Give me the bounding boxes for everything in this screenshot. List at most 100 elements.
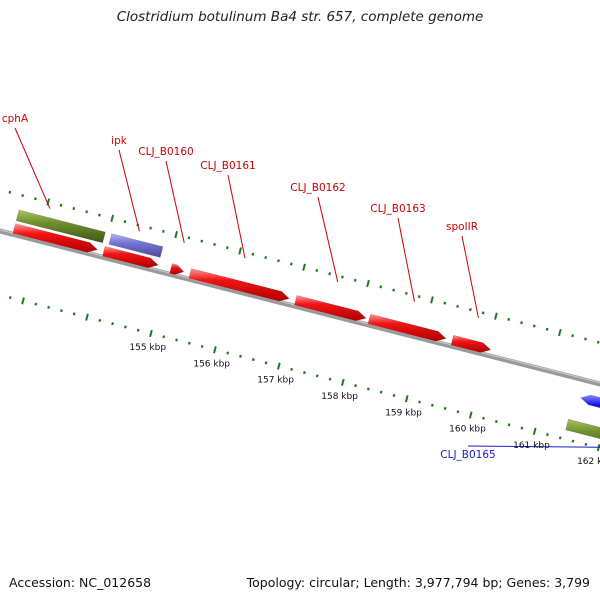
genome-summary-text: Topology: circular; Length: 3,977,794 bp…: [246, 575, 590, 590]
upper-minor-tick: [72, 207, 76, 211]
lower-minor-tick: [456, 410, 460, 414]
upper-major-tick: [238, 247, 242, 255]
upper-minor-tick: [532, 324, 536, 328]
upper-minor-tick: [456, 304, 459, 308]
lower-major-tick: [85, 313, 89, 321]
upper-minor-tick: [251, 252, 255, 256]
gene-label-leader-7: [461, 235, 479, 319]
upper-minor-tick: [264, 255, 268, 260]
lower-minor-tick: [418, 400, 421, 404]
lower-minor-tick: [200, 344, 204, 349]
upper-major-tick: [558, 328, 562, 337]
upper-minor-tick: [85, 210, 89, 214]
upper-minor-tick: [289, 262, 293, 266]
lower-minor-tick: [367, 387, 370, 391]
gene-arrow-g3: [169, 263, 185, 275]
upper-minor-tick: [98, 213, 101, 217]
gene-label-2: ipk: [111, 135, 128, 147]
upper-minor-tick: [417, 295, 421, 299]
gene-label-leader-1: [14, 127, 51, 209]
lower-minor-tick: [136, 328, 140, 332]
lower-minor-tick: [571, 439, 575, 443]
lower-minor-tick: [175, 338, 178, 342]
upper-minor-tick: [520, 321, 523, 325]
lower-minor-tick: [34, 302, 38, 306]
gene-arrow-g5: [294, 295, 367, 322]
gene-arrow-g2: [102, 246, 159, 269]
feature-f3: [565, 418, 600, 439]
lower-major-tick: [340, 378, 345, 387]
upper-minor-tick: [328, 272, 332, 276]
gene-label-leader-6: [397, 217, 415, 302]
gene-label-leader-2: [118, 149, 140, 232]
upper-major-tick: [110, 214, 115, 222]
lower-minor-tick: [60, 309, 63, 313]
scale-labels: 155 kbp 156 kbp 157 kbp 158 kbp 159 kbp 160 k…: [129, 343, 600, 467]
lower-tick-track: [8, 296, 600, 452]
map-title: Clostridium botulinum Ba4 str. 657, comp…: [116, 9, 484, 25]
lower-minor-tick: [482, 416, 485, 420]
lower-minor-tick: [494, 420, 498, 424]
upper-minor-tick: [571, 334, 575, 338]
scale-label-156: 156 kbp: [193, 359, 230, 369]
lower-minor-tick: [430, 403, 434, 407]
scale-label-160: 160 kbp: [449, 425, 486, 435]
gene-label-3: CLJ_B0160: [138, 146, 193, 158]
scale-label-155: 155 kbp: [129, 343, 166, 353]
scale-label-157: 157 kbp: [257, 376, 294, 386]
gene-label-leader-4: [227, 174, 246, 259]
upper-minor-tick: [161, 229, 165, 233]
upper-minor-tick: [277, 259, 280, 263]
upper-minor-tick: [507, 317, 511, 321]
upper-minor-tick: [353, 278, 357, 282]
lower-minor-tick: [379, 390, 383, 394]
gene-arrow-g8: [580, 394, 600, 409]
upper-minor-tick: [392, 288, 395, 292]
feature-f1: [15, 209, 106, 244]
gene-label-6: CLJ_B0163: [370, 203, 425, 215]
upper-major-tick: [302, 263, 306, 271]
lower-major-tick: [468, 411, 473, 419]
lower-minor-tick: [98, 318, 102, 322]
upper-minor-tick: [315, 268, 319, 273]
gene-label-leader-3: [165, 160, 185, 244]
gene-track: [12, 223, 600, 409]
lower-major-tick: [213, 346, 217, 354]
scale-label-162: 162 kbp: [577, 457, 600, 467]
lower-minor-tick: [187, 341, 191, 345]
feature-f2: [108, 233, 164, 258]
upper-major-tick: [174, 231, 178, 239]
lower-minor-tick: [162, 335, 166, 339]
upper-minor-tick: [225, 246, 229, 250]
lower-major-tick: [21, 297, 25, 305]
lower-minor-tick: [315, 374, 319, 378]
backbone-line: [0, 228, 600, 387]
upper-major-tick: [430, 296, 434, 304]
upper-minor-tick: [443, 301, 447, 305]
upper-minor-tick: [59, 203, 63, 207]
accession-text: Accession: NC_012658: [9, 575, 152, 590]
lower-minor-tick: [507, 423, 511, 427]
gene-arrow-g7: [450, 334, 492, 353]
upper-minor-tick: [596, 340, 600, 344]
lower-minor-tick: [558, 436, 562, 440]
lower-minor-tick: [47, 305, 51, 309]
upper-minor-tick: [584, 337, 587, 341]
lower-minor-tick: [111, 322, 114, 326]
lower-minor-tick: [226, 351, 230, 355]
gene-label-5: CLJ_B0162: [290, 182, 345, 194]
lower-minor-tick: [8, 296, 12, 300]
upper-minor-tick: [379, 285, 383, 289]
upper-minor-tick: [187, 236, 191, 240]
lower-minor-tick: [392, 393, 396, 397]
lower-minor-tick: [328, 377, 332, 381]
lower-minor-tick: [264, 361, 268, 365]
gene-labels: cphA ipk CLJ_B0160 CLJ_B0161 CLJ_B0162 CLJ_B0…: [2, 113, 600, 461]
gene-arrow-g6: [367, 313, 447, 342]
lower-minor-tick: [72, 312, 76, 316]
upper-minor-tick: [545, 327, 549, 331]
upper-minor-tick: [200, 239, 204, 243]
gene-label-1: cphA: [2, 113, 29, 125]
upper-minor-tick: [123, 220, 127, 224]
scale-label-159: 159 kbp: [385, 408, 422, 418]
